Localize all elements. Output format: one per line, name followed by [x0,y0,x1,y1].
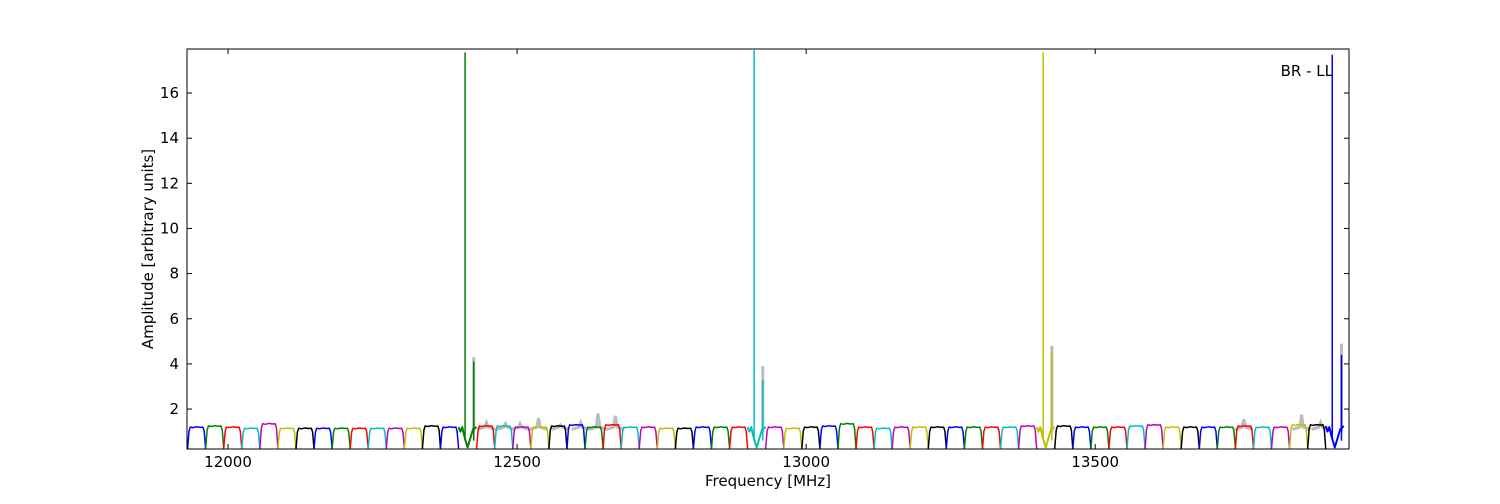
y-tick-label: 8 [169,265,179,283]
subband-line [602,423,622,449]
subband-line [873,427,893,449]
background-peak [1292,414,1312,431]
subband-line [403,427,424,449]
y-tick-label: 4 [169,355,179,373]
subband-line [1162,426,1182,449]
subband-line [1035,426,1056,449]
subband-line [963,426,984,449]
subband-line [1126,424,1146,449]
subband-line [1017,424,1038,449]
subband-line [981,426,1002,449]
subband-line [493,424,514,449]
subband-line [187,426,207,449]
subband-line [566,423,586,449]
axis-ticks: 12000 12500 13000 13500 2 4 6 8 10 12 14 16 [160,49,1349,471]
subband-line [764,426,785,449]
subband-lines [187,50,1345,449]
subband-line [1306,423,1327,449]
subband-line [385,427,406,449]
subband-line [746,426,767,449]
subband-line [1144,423,1164,449]
subband-line [222,426,243,449]
subband-line [819,424,839,449]
x-tick-label: 13500 [1071,453,1119,471]
y-tick-label: 16 [160,84,179,102]
x-tick-label: 12000 [204,453,252,471]
subband-line [331,427,351,449]
subband-line [367,427,388,449]
subband-line [530,426,550,449]
plot-frame [186,48,1350,450]
subband-line [728,426,749,449]
background-peak [476,418,496,431]
subband-line [783,427,803,449]
subband-line [512,426,532,449]
x-axis-label: Frequency [MHz] [705,472,831,490]
subband-line [1324,425,1345,449]
subband-line [349,427,369,449]
x-tick-label: 12500 [493,453,541,471]
y-tick-label: 14 [160,129,179,147]
background-peak [571,418,591,431]
subband-line [1053,424,1074,449]
subband-line [1180,426,1201,449]
subband-line [421,424,442,449]
background-peak [605,415,625,431]
y-axis-label: Amplitude [arbitrary units] [139,149,157,349]
subband-line [457,426,478,449]
background-peak [1234,418,1254,431]
subband-line [710,426,731,449]
subband-line [204,424,225,449]
subband-line [439,426,460,449]
subband-line [927,426,948,449]
subband-line [241,427,261,449]
y-tick-label: 10 [160,219,179,237]
subband-line [638,426,659,449]
subband-line [1288,423,1309,449]
subband-line [548,424,568,449]
subband-line [855,426,875,449]
subband-line [692,426,713,449]
subband-line [656,427,677,449]
background-peak [588,413,608,431]
y-tick-label: 12 [160,174,179,192]
y-tick-label: 2 [169,400,179,418]
subband-line [891,426,911,449]
subband-line [1252,426,1273,449]
subband-line [277,427,297,449]
background-peak [496,420,516,431]
subband-line [999,426,1020,449]
subband-line [1270,426,1291,449]
subband-line [801,426,821,449]
y-tick-label: 6 [169,310,179,328]
subband-line [259,422,279,449]
subband-line [1216,426,1237,449]
subband-line [620,426,640,449]
x-tick-label: 13000 [782,453,830,471]
subband-line [475,424,496,449]
subband-line [313,427,333,449]
subband-line [945,426,966,449]
subband-line [909,426,930,449]
subband-line [674,427,695,449]
subband-line [1108,426,1128,449]
annotation-label: BR - LL [1281,62,1334,80]
subband-line [295,427,315,449]
subband-line [837,422,857,449]
background-peak [1311,418,1331,431]
background-trace [472,343,1343,432]
subband-line [1090,426,1110,449]
subband-line [1072,426,1092,449]
subband-line [1198,426,1219,449]
subband-line [584,426,604,449]
subband-line [1234,424,1255,449]
